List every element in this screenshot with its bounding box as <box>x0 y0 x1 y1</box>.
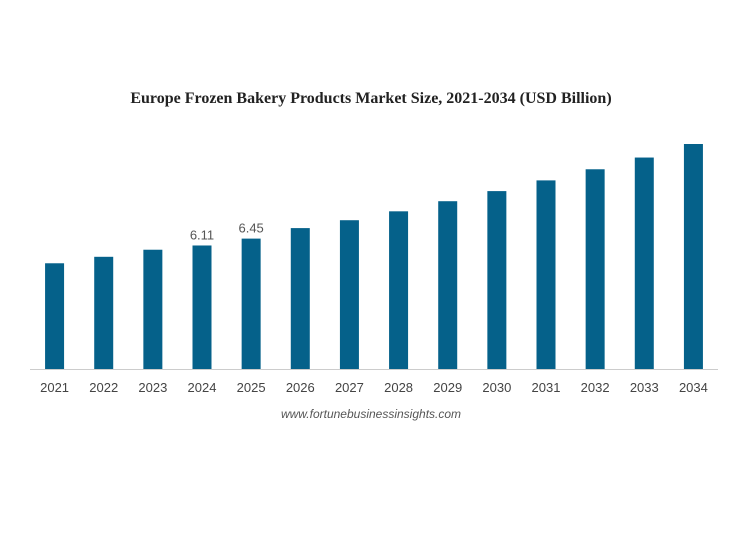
bar-2033 <box>634 157 654 369</box>
x-tick-label-2023: 2023 <box>138 380 167 395</box>
bar-2025 <box>241 238 261 369</box>
bar-2029 <box>438 201 458 369</box>
bar-2031 <box>536 180 556 369</box>
data-labels-group: 6.11 6.45 <box>190 221 264 243</box>
bar-2024 <box>192 245 212 369</box>
bar-2027 <box>339 220 359 369</box>
x-tick-label-2030: 2030 <box>482 380 511 395</box>
bar-2022 <box>94 256 114 369</box>
x-tick-label-2031: 2031 <box>532 380 561 395</box>
bars-group <box>45 144 703 369</box>
bar-2034 <box>683 144 703 369</box>
x-tick-label-2026: 2026 <box>286 380 315 395</box>
source-credit: www.fortunebusinessinsights.com <box>280 407 462 421</box>
x-tick-label-2032: 2032 <box>581 380 610 395</box>
x-tick-label-2034: 2034 <box>679 380 708 395</box>
bar-2026 <box>290 228 310 369</box>
data-label-2024: 6.11 <box>190 227 214 242</box>
bar-2032 <box>585 169 605 369</box>
bar-2023 <box>143 249 163 369</box>
bar-2028 <box>389 211 409 369</box>
x-tick-labels-group: 2021 2022 2023 2024 2025 2026 2027 2028 2029 2030… <box>40 380 708 395</box>
x-tick-label-2029: 2029 <box>433 380 462 395</box>
bar-2021 <box>45 263 65 369</box>
bar-2030 <box>487 191 507 369</box>
x-tick-label-2022: 2022 <box>89 380 118 395</box>
data-label-2025: 6.45 <box>238 221 263 236</box>
x-tick-label-2024: 2024 <box>188 380 217 395</box>
x-tick-label-2027: 2027 <box>335 380 364 395</box>
x-tick-label-2025: 2025 <box>237 380 266 395</box>
chart-title: Europe Frozen Bakery Products Market Siz… <box>130 90 612 107</box>
x-tick-label-2021: 2021 <box>40 380 69 395</box>
x-tick-label-2028: 2028 <box>384 380 413 395</box>
x-tick-label-2033: 2033 <box>630 380 659 395</box>
